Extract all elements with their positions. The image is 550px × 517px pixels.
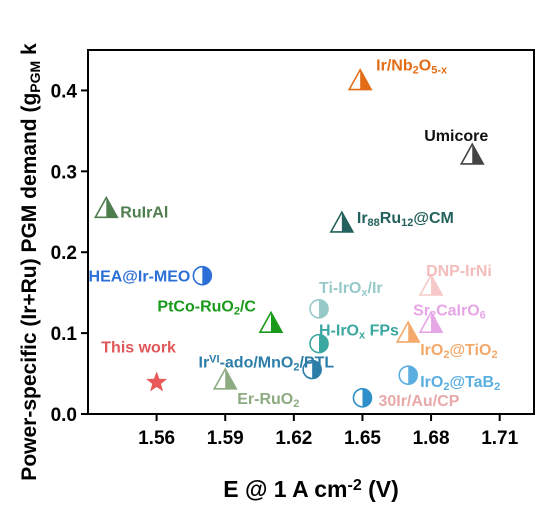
point-label: 30Ir/Au/CP [378,393,459,410]
x-tick-label: 1.65 [344,428,381,449]
point-label: Sr2CaIrO6 [413,302,486,321]
x-tick-label: 1.56 [138,428,175,449]
circle-marker-fill [202,266,212,285]
triangle-marker-fill [472,144,484,164]
y-axis-title: Power-specific (Ir+Ru) PGM demand (gPGM … [18,43,43,481]
data-points [93,68,485,408]
x-tick-label: 1.62 [275,428,312,449]
circle-marker-fill [319,334,329,353]
triangle-marker-fill [360,69,372,90]
x-axis-title: E @ 1 A cm-2 (V) [223,476,399,502]
circle-marker-fill [362,388,372,407]
y-tick-label: 0.1 [51,324,78,345]
point-label: IrO2@TaB2 [420,374,500,393]
y-tick-label: 0.3 [51,162,77,183]
triangle-marker-fill [225,369,237,389]
point-label: DNP-IrNi [426,263,492,280]
circle-marker-fill [408,366,418,385]
point-label: Er-RuO2 [237,391,299,410]
x-tick-label: 1.68 [413,428,450,449]
y-tick-label: 0.0 [51,405,77,426]
point-label: RuIrAl [120,205,168,222]
point-label: IrO2@TiO2 [420,342,497,361]
point-labels: This work RuIrAl HEA@Ir-MEO PtCo-RuO2/C Er-R… [89,58,501,411]
y-tick-label: 0.4 [51,81,78,102]
x-tick-label: 1.71 [481,428,518,449]
plot-frame [87,49,535,415]
axis-ticks: 1.56 1.59 1.62 1.65 1.68 1.71 0.0 0.1 0.2 0.3 0.4 [51,81,519,449]
triangle-marker-fill [408,322,420,342]
circle-marker-fill [319,299,329,318]
point-label: This work [101,339,176,356]
triangle-marker-fill [106,197,118,218]
point-label: H-IrOx FPs [319,323,399,342]
point-label: HEA@Ir-MEO [89,269,191,286]
triangle-marker-fill [431,312,443,333]
triangle-marker-fill [270,312,282,333]
point-label: Ir88Ru12@CM [357,210,454,229]
y-tick-label: 0.2 [51,243,77,264]
triangle-marker-fill [341,212,353,232]
star-marker [146,371,168,392]
circle-marker-fill [312,360,322,379]
point-label: IrVI-ado/MnO2/PTL [199,354,335,374]
point-label: Ir/Nb2O5-x [376,58,448,77]
triangle-marker-fill [431,275,443,295]
x-tick-label: 1.59 [207,428,244,449]
point-label: Ti-IrOx/Ir [319,280,383,299]
point-label: PtCo-RuO2/C [157,298,256,317]
point-label: Umicore [424,128,488,145]
